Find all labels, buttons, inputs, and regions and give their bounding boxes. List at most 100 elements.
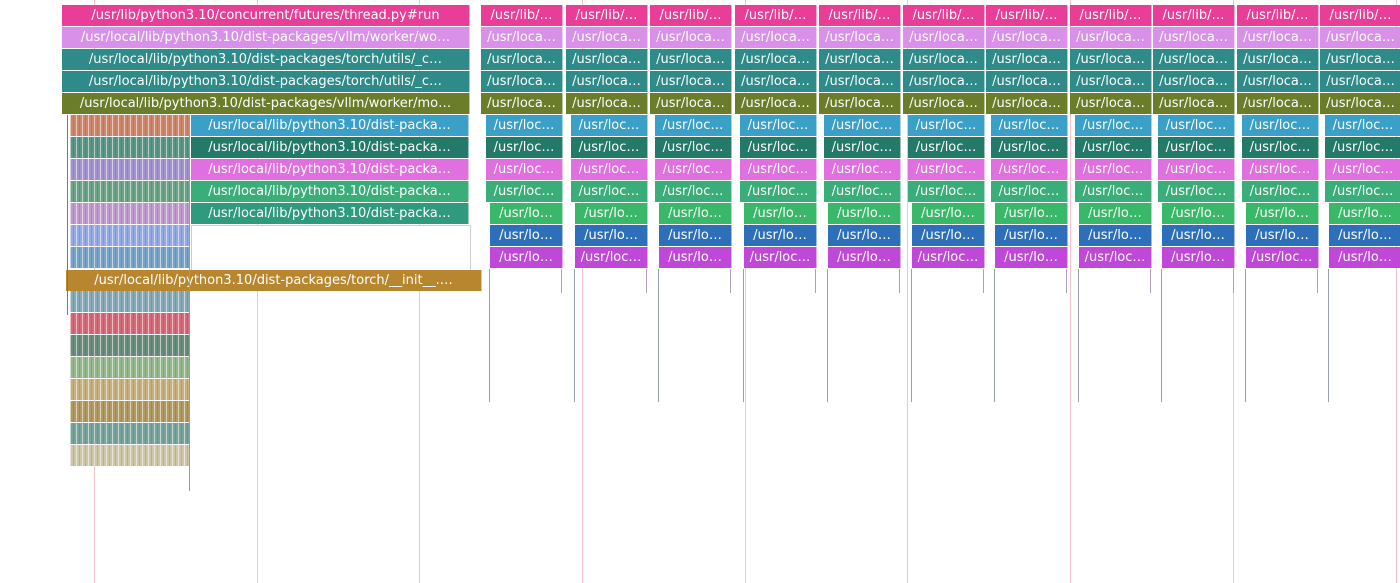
dense-slices-block[interactable] bbox=[70, 423, 190, 444]
main-stack-slice[interactable]: /usr/local/lib/python3.10/dist-packa… bbox=[191, 159, 469, 180]
column-6-slice[interactable]: /usr/loca… bbox=[903, 27, 985, 48]
column-4-slice[interactable]: /usr/loca… bbox=[735, 71, 817, 92]
main-stack-slice[interactable]: /usr/local/lib/python3.10/dist-packa… bbox=[191, 137, 469, 158]
column-6-slice[interactable]: /usr/lo… bbox=[912, 225, 985, 246]
column-3-slice[interactable]: /usr/loca… bbox=[650, 49, 732, 70]
main-stack-slice[interactable]: /usr/local/lib/python3.10/dist-packages/… bbox=[62, 49, 470, 70]
column-8-slice[interactable]: /usr/loc… bbox=[1075, 115, 1152, 136]
column-6-slice[interactable]: /usr/loc… bbox=[908, 115, 985, 136]
column-3-slice[interactable]: /usr/lo… bbox=[659, 225, 732, 246]
column-9-slice[interactable]: /usr/loc… bbox=[1158, 115, 1235, 136]
column-5-slice[interactable]: /usr/loc… bbox=[824, 181, 901, 202]
column-5-slice[interactable]: /usr/loc… bbox=[824, 137, 901, 158]
column-2-slice[interactable]: /usr/loca… bbox=[566, 93, 648, 114]
column-3-slice[interactable]: /usr/loca… bbox=[650, 27, 732, 48]
main-stack-slice[interactable]: /usr/local/lib/python3.10/dist-packages/… bbox=[62, 93, 470, 114]
column-8-slice[interactable]: /usr/loc… bbox=[1075, 137, 1152, 158]
dense-slices-block[interactable] bbox=[70, 225, 190, 246]
column-2-slice[interactable]: /usr/lo… bbox=[575, 203, 648, 224]
column-2-slice[interactable]: /usr/lib/… bbox=[566, 5, 648, 26]
column-4-slice[interactable]: /usr/loca… bbox=[735, 93, 817, 114]
column-11-slice[interactable]: /usr/lo… bbox=[1329, 225, 1400, 246]
column-6-slice[interactable]: /usr/loc… bbox=[912, 247, 985, 268]
column-1-slice[interactable]: /usr/lib/… bbox=[481, 5, 563, 26]
column-8-slice[interactable]: /usr/lo… bbox=[1079, 225, 1152, 246]
column-8-slice[interactable]: /usr/lib/… bbox=[1070, 5, 1152, 26]
column-8-slice[interactable]: /usr/loca… bbox=[1070, 71, 1152, 92]
column-9-slice[interactable]: /usr/loc… bbox=[1158, 159, 1235, 180]
column-2-slice[interactable]: /usr/loc… bbox=[571, 137, 648, 158]
dense-slices-block[interactable] bbox=[70, 203, 190, 224]
column-6-slice[interactable]: /usr/loc… bbox=[908, 181, 985, 202]
column-5-slice[interactable]: /usr/loca… bbox=[819, 49, 901, 70]
column-5-slice[interactable]: /usr/loc… bbox=[824, 159, 901, 180]
main-stack-slice[interactable]: /usr/lib/python3.10/concurrent/futures/t… bbox=[62, 5, 470, 26]
column-3-slice[interactable]: /usr/loca… bbox=[650, 93, 732, 114]
column-4-slice[interactable]: /usr/lib/… bbox=[735, 5, 817, 26]
column-6-slice[interactable]: /usr/loc… bbox=[908, 159, 985, 180]
column-4-slice[interactable]: /usr/loca… bbox=[735, 27, 817, 48]
column-9-slice[interactable]: /usr/loca… bbox=[1153, 27, 1235, 48]
column-10-slice[interactable]: /usr/loc… bbox=[1242, 159, 1319, 180]
column-6-slice[interactable]: /usr/loc… bbox=[908, 137, 985, 158]
dense-slices-block[interactable] bbox=[70, 401, 190, 422]
column-9-slice[interactable]: /usr/loca… bbox=[1153, 49, 1235, 70]
column-7-slice[interactable]: /usr/loc… bbox=[991, 181, 1068, 202]
column-9-slice[interactable]: /usr/lib/… bbox=[1153, 5, 1235, 26]
column-7-slice[interactable]: /usr/loca… bbox=[986, 27, 1068, 48]
column-10-slice[interactable]: /usr/lo… bbox=[1246, 225, 1319, 246]
column-11-slice[interactable]: /usr/loc… bbox=[1325, 181, 1400, 202]
column-8-slice[interactable]: /usr/loca… bbox=[1070, 27, 1152, 48]
column-7-slice[interactable]: /usr/lo… bbox=[995, 225, 1068, 246]
column-2-slice[interactable]: /usr/loca… bbox=[566, 49, 648, 70]
column-10-slice[interactable]: /usr/lo… bbox=[1246, 203, 1319, 224]
column-7-slice[interactable]: /usr/lib/… bbox=[986, 5, 1068, 26]
column-1-slice[interactable]: /usr/loc… bbox=[486, 181, 563, 202]
dense-slices-block[interactable] bbox=[70, 247, 190, 268]
dense-slices-block[interactable] bbox=[70, 181, 190, 202]
column-4-slice[interactable]: /usr/loc… bbox=[740, 137, 817, 158]
column-8-slice[interactable]: /usr/lo… bbox=[1079, 203, 1152, 224]
column-5-slice[interactable]: /usr/lo… bbox=[828, 247, 901, 268]
column-6-slice[interactable]: /usr/loca… bbox=[903, 49, 985, 70]
dense-slices-block[interactable] bbox=[70, 115, 190, 136]
column-11-slice[interactable]: /usr/loc… bbox=[1325, 159, 1400, 180]
column-5-slice[interactable]: /usr/lib/… bbox=[819, 5, 901, 26]
column-11-slice[interactable]: /usr/loc… bbox=[1325, 137, 1400, 158]
column-3-slice[interactable]: /usr/loc… bbox=[655, 181, 732, 202]
column-7-slice[interactable]: /usr/loc… bbox=[991, 159, 1068, 180]
dense-slices-block[interactable] bbox=[70, 137, 190, 158]
column-11-slice[interactable]: /usr/loc… bbox=[1325, 115, 1400, 136]
column-9-slice[interactable]: /usr/loc… bbox=[1158, 181, 1235, 202]
column-5-slice[interactable]: /usr/loc… bbox=[824, 115, 901, 136]
column-2-slice[interactable]: /usr/loc… bbox=[571, 115, 648, 136]
column-9-slice[interactable]: /usr/lo… bbox=[1162, 225, 1235, 246]
column-9-slice[interactable]: /usr/loc… bbox=[1158, 137, 1235, 158]
column-5-slice[interactable]: /usr/lo… bbox=[828, 203, 901, 224]
column-1-slice[interactable]: /usr/loca… bbox=[481, 49, 563, 70]
column-3-slice[interactable]: /usr/loca… bbox=[650, 71, 732, 92]
column-6-slice[interactable]: /usr/lo… bbox=[912, 203, 985, 224]
column-7-slice[interactable]: /usr/loca… bbox=[986, 49, 1068, 70]
main-stack-slice[interactable]: /usr/local/lib/python3.10/dist-packa… bbox=[191, 181, 469, 202]
column-2-slice[interactable]: /usr/loca… bbox=[566, 27, 648, 48]
dense-slices-block[interactable] bbox=[70, 335, 190, 356]
column-1-slice[interactable]: /usr/lo… bbox=[490, 247, 563, 268]
column-4-slice[interactable]: /usr/lo… bbox=[744, 203, 817, 224]
dense-slices-block[interactable] bbox=[70, 445, 190, 466]
column-3-slice[interactable]: /usr/lib/… bbox=[650, 5, 732, 26]
column-9-slice[interactable]: /usr/loca… bbox=[1153, 93, 1235, 114]
main-stack-slice[interactable]: /usr/local/lib/python3.10/dist-packages/… bbox=[62, 71, 470, 92]
column-7-slice[interactable]: /usr/lo… bbox=[995, 247, 1068, 268]
column-4-slice[interactable]: /usr/loc… bbox=[740, 115, 817, 136]
column-7-slice[interactable]: /usr/loca… bbox=[986, 71, 1068, 92]
column-11-slice[interactable]: /usr/lo… bbox=[1329, 203, 1400, 224]
main-stack-slice[interactable]: /usr/local/lib/python3.10/dist-packages/… bbox=[62, 27, 470, 48]
dense-slices-block[interactable] bbox=[70, 379, 190, 400]
column-11-slice[interactable]: /usr/lo… bbox=[1329, 247, 1400, 268]
column-9-slice[interactable]: /usr/lo… bbox=[1162, 203, 1235, 224]
column-4-slice[interactable]: /usr/loc… bbox=[744, 247, 817, 268]
column-2-slice[interactable]: /usr/loc… bbox=[571, 181, 648, 202]
column-3-slice[interactable]: /usr/lo… bbox=[659, 247, 732, 268]
